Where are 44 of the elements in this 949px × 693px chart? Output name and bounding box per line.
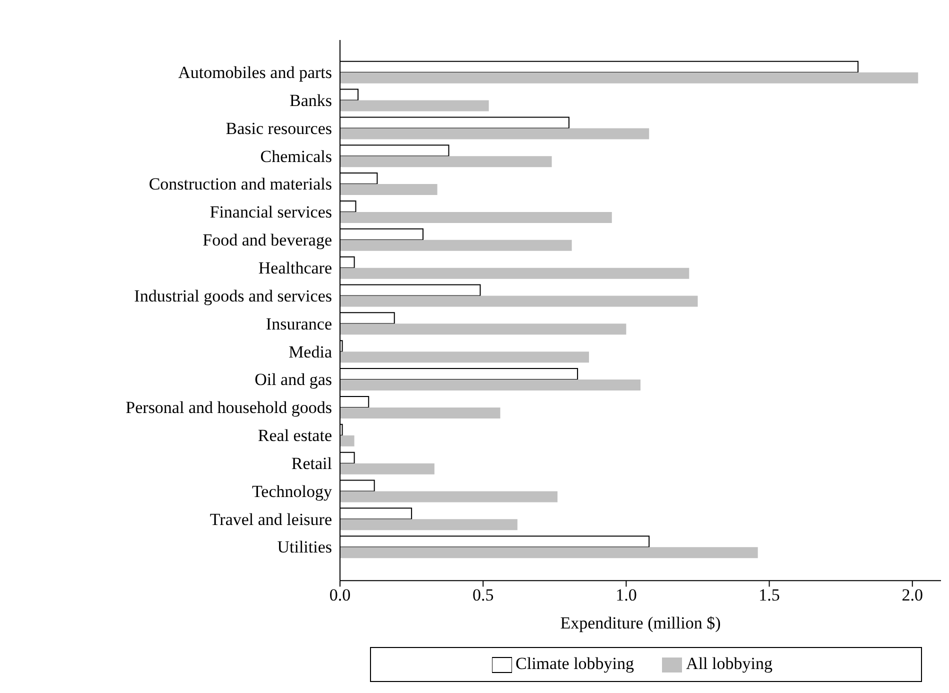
bar: [340, 156, 552, 168]
y-tick-label: Banks: [290, 90, 332, 110]
x-tick-label: 1.5: [758, 586, 780, 605]
legend-label: Climate lobbying: [516, 654, 634, 673]
y-tick-label: Travel and leisure: [210, 510, 332, 529]
bar: [340, 407, 500, 418]
x-tick-label: 1.0: [616, 586, 637, 605]
y-tick-label: Financial services: [210, 202, 332, 222]
bar: [340, 324, 626, 335]
x-axis-title: Expenditure (million $): [560, 614, 721, 633]
y-tick-label: Utilities: [277, 538, 332, 557]
y-tick-label: Construction and materials: [148, 174, 332, 194]
bar: [340, 100, 489, 112]
bar: [340, 519, 518, 530]
bar: [340, 184, 438, 196]
x-tick-label: 2.0: [902, 586, 924, 605]
bar: [340, 463, 434, 474]
x-tick-label: 0.5: [472, 586, 494, 605]
bar: [340, 547, 758, 558]
legend-label: All lobbying: [686, 654, 772, 673]
bar: [340, 72, 918, 84]
bar: [340, 268, 690, 279]
y-tick-label: Oil and gas: [254, 370, 332, 390]
y-tick-label: Technology: [252, 482, 332, 501]
y-tick-label: Personal and household goods: [126, 398, 332, 418]
y-tick-label: Healthcare: [258, 258, 332, 278]
bar: [340, 212, 612, 223]
y-tick-label: Media: [288, 342, 332, 362]
y-tick-label: Automobiles and parts: [178, 63, 332, 82]
bar: [340, 435, 354, 446]
bar: [340, 352, 589, 363]
bar: [340, 491, 558, 502]
y-tick-label: Insurance: [266, 314, 332, 334]
bar: [340, 240, 572, 251]
y-tick-label: Industrial goods and services: [134, 286, 332, 306]
y-tick-label: Chemicals: [260, 146, 332, 166]
bar: [340, 296, 698, 307]
y-tick-label: Food and beverage: [202, 230, 332, 250]
y-tick-label: Retail: [291, 454, 332, 473]
bar: [340, 128, 650, 140]
bar: [340, 380, 640, 391]
y-tick-label: Real estate: [258, 426, 332, 446]
x-tick-label: 0.0: [329, 586, 351, 605]
y-tick-label: Basic resources: [226, 118, 332, 138]
